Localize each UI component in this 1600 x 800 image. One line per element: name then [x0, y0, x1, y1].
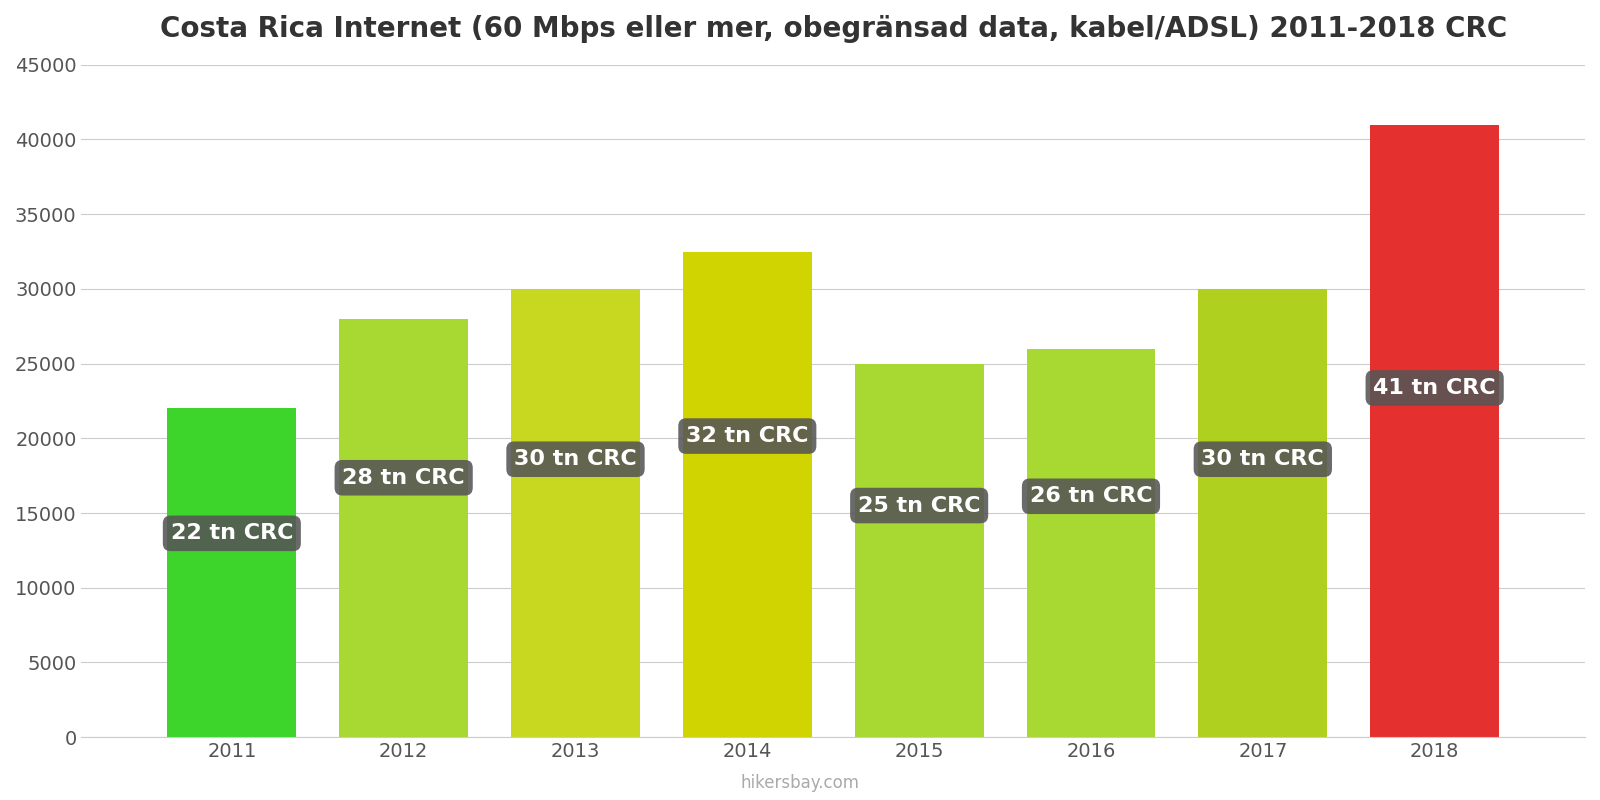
Bar: [339, 318, 469, 737]
Bar: [683, 251, 811, 737]
Text: 28 tn CRC: 28 tn CRC: [342, 468, 466, 488]
Text: 22 tn CRC: 22 tn CRC: [171, 523, 293, 543]
Title: Costa Rica Internet (60 Mbps eller mer, obegränsad data, kabel/ADSL) 2011-2018 C: Costa Rica Internet (60 Mbps eller mer, …: [160, 15, 1507, 43]
Text: 25 tn CRC: 25 tn CRC: [858, 495, 981, 515]
Text: 26 tn CRC: 26 tn CRC: [1030, 486, 1152, 506]
Bar: [1027, 349, 1155, 737]
Bar: [1198, 289, 1328, 737]
Text: hikersbay.com: hikersbay.com: [741, 774, 859, 792]
Bar: [168, 409, 296, 737]
Text: 30 tn CRC: 30 tn CRC: [514, 450, 637, 470]
Text: 41 tn CRC: 41 tn CRC: [1373, 378, 1496, 398]
Text: 32 tn CRC: 32 tn CRC: [686, 426, 808, 446]
Bar: [854, 364, 984, 737]
Bar: [1370, 125, 1499, 737]
Text: 30 tn CRC: 30 tn CRC: [1202, 450, 1325, 470]
Bar: [510, 289, 640, 737]
